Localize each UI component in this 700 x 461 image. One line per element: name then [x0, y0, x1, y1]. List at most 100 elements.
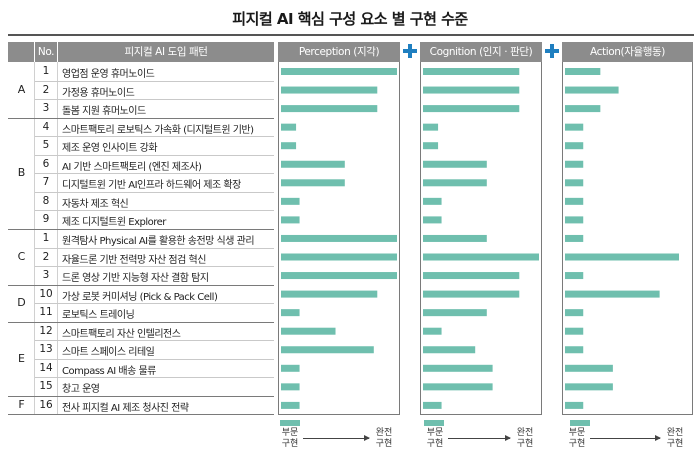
row-number: 1 [42, 231, 50, 244]
row-divider [35, 191, 274, 193]
action-bar [565, 327, 584, 335]
row-divider [35, 358, 274, 360]
perception-bar [281, 105, 378, 113]
group-divider [8, 321, 274, 323]
cognition-bar [423, 309, 487, 317]
cognition-bar [423, 401, 442, 409]
scale-low-label: 부문 구현 [426, 428, 444, 449]
perception-bar [281, 327, 336, 335]
scale-high-label: 완전 구현 [666, 428, 684, 449]
group-divider [8, 117, 274, 119]
group-divider [8, 284, 274, 286]
row-number: 15 [39, 380, 53, 393]
group-divider [8, 395, 274, 397]
perception-bar [281, 346, 374, 354]
cognition-bar [423, 197, 442, 205]
action-panel [562, 62, 693, 415]
perception-bar [281, 253, 397, 261]
row-number: 11 [39, 306, 53, 319]
cognition-bar [423, 123, 439, 131]
cognition-bar [423, 179, 487, 187]
row-divider [35, 303, 274, 305]
plus-icon [403, 44, 417, 58]
header-action: Action(자율행동) [562, 42, 693, 62]
row-number: 2 [42, 250, 50, 263]
row-number: 12 [39, 324, 53, 337]
action-bar [565, 142, 584, 150]
row-number: 7 [42, 176, 50, 189]
pattern-label: 스마트 스페이스 리테일 [62, 347, 155, 359]
row-number: 13 [39, 343, 53, 356]
cognition-bar [423, 216, 442, 224]
pattern-label: 제조 운영 인사이트 강화 [62, 143, 158, 155]
pattern-label: Compass AI 배송 물류 [62, 365, 156, 377]
row-number: 3 [42, 269, 50, 282]
cognition-bar [423, 290, 520, 298]
header-cognition: Cognition (인지 · 판단) [420, 42, 542, 62]
cognition-panel [420, 62, 542, 415]
header-perception: Perception (지각) [278, 42, 400, 62]
scale-low-label: 부문 구현 [568, 428, 586, 449]
plus-icon [545, 44, 559, 58]
scale-legend-bar [424, 420, 444, 426]
row-number: 3 [42, 102, 50, 115]
row-number: 9 [42, 213, 50, 226]
cognition-bar [423, 272, 520, 280]
perception-bar [281, 216, 300, 224]
row-number: 16 [39, 398, 53, 411]
pattern-label: 드론 영상 기반 지능형 자산 결함 탐지 [62, 273, 209, 285]
action-bar [565, 364, 613, 372]
action-bar [565, 179, 584, 187]
pattern-label: 로보틱스 트레이닝 [62, 310, 135, 322]
column-divider [34, 62, 35, 415]
perception-bar [281, 197, 300, 205]
pattern-label: 스마트팩토리 로보틱스 가속화 (디지털트윈 기반) [62, 124, 254, 136]
row-divider [35, 266, 274, 268]
header-no: No. [35, 42, 57, 62]
cognition-bar [423, 160, 487, 168]
group-divider [8, 228, 274, 230]
action-bar [565, 290, 660, 298]
pattern-label: 제조 디지털트윈 Explorer [62, 217, 166, 229]
row-divider [35, 340, 274, 342]
group-label: C [17, 249, 26, 263]
pattern-label: 창고 운영 [62, 384, 100, 396]
row-number: 6 [42, 157, 50, 170]
scale-legend-bar [570, 420, 590, 426]
row-divider [35, 80, 274, 82]
perception-bar [281, 68, 397, 75]
scale-high-label: 완전 구현 [516, 428, 534, 449]
action-bar [565, 272, 584, 280]
row-divider [35, 154, 274, 156]
action-bar [565, 68, 601, 75]
cognition-bar [423, 364, 493, 372]
action-bar [565, 86, 619, 94]
action-bar [565, 105, 601, 113]
group-label: B [17, 166, 26, 180]
row-divider [35, 136, 274, 138]
pattern-label: 원격탐사 Physical AI를 활용한 송전망 식생 관리 [62, 235, 255, 247]
action-bar [565, 253, 679, 261]
row-number: 5 [42, 139, 50, 152]
action-bar [565, 401, 584, 409]
group-label: F [18, 398, 25, 412]
cognition-bar [423, 327, 442, 335]
row-divider [35, 377, 274, 379]
perception-bar [281, 234, 397, 242]
perception-bar [281, 309, 300, 317]
pattern-label: 스마트팩토리 자산 인텔리전스 [62, 328, 181, 340]
action-bar [565, 123, 584, 131]
row-number: 4 [42, 120, 50, 133]
perception-bar [281, 401, 300, 409]
row-divider [35, 173, 274, 175]
pattern-label: 자동차 제조 혁신 [62, 198, 129, 210]
cognition-bar [423, 86, 520, 94]
scale-arrow [303, 435, 370, 441]
action-bar [565, 160, 584, 168]
header-group [8, 42, 34, 62]
cognition-bar [423, 346, 476, 354]
header-pattern: 피지컬 AI 도입 패턴 [58, 42, 274, 62]
cognition-bar [423, 234, 487, 242]
group-label: A [17, 82, 26, 96]
cognition-bar [423, 105, 520, 113]
